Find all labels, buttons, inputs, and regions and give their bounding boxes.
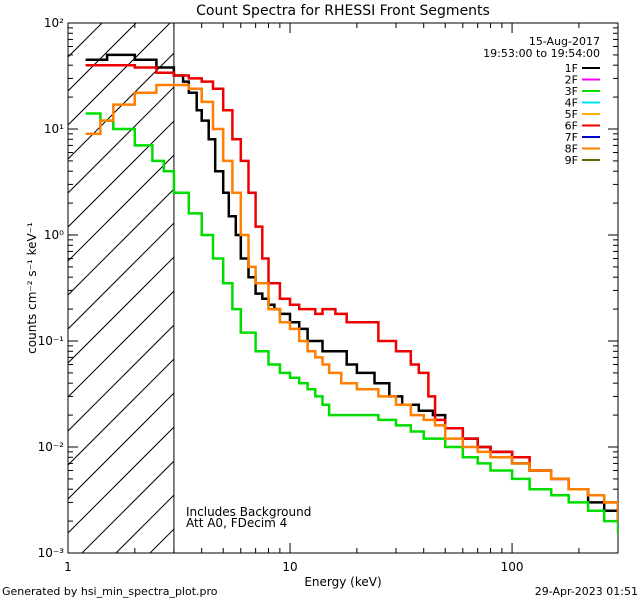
excluded-energy-region [68,23,618,553]
y-tick-label: 10⁻³ [38,546,65,560]
series-lines [85,53,618,535]
legend-label: 1F [565,62,578,75]
x-tick-label: 100 [501,560,524,574]
legend-label: 5F [565,108,578,121]
hatch-line [68,23,103,58]
hatch-line [68,23,205,160]
legend-label: 6F [565,120,578,133]
y-tick-label: 10⁰ [44,228,64,242]
generation-timestamp: 29-Apr-2023 01:51 [535,585,638,598]
y-tick-label: 10² [44,16,64,30]
series-line-3f [85,112,618,535]
y-tick-label: 10¹ [44,122,64,136]
time-range-label: 19:53:00 to 19:54:00 [483,47,600,60]
axis-ticks [67,22,619,554]
x-axis-label: Energy (keV) [304,575,381,589]
hatch-line [68,23,239,194]
y-tick-label: 10⁻¹ [38,334,65,348]
y-axis-label: counts cm⁻² s⁻¹ keV⁻¹ [25,222,39,354]
generator-credit: Generated by hsi_min_spectra_plot.pro [2,585,218,598]
y-tick-label: 10⁻² [38,440,65,454]
x-tick-labels: 1 10 100 [64,560,523,574]
legend-label: 3F [565,85,578,98]
hatch-mask [173,23,618,553]
series-line-6f [85,63,618,511]
legend-label: 2F [565,74,578,87]
y-tick-labels: 10⁻³ 10⁻² 10⁻¹ 10⁰ 10¹ 10² [38,16,65,560]
legend-label: 8F [565,143,578,156]
annotation-attenuator: Att A0, FDecim 4 [186,516,287,530]
date-label: 15-Aug-2017 [529,35,600,48]
plot-frame [67,22,619,554]
chart-title: Count Spectra for RHESSI Front Segments [196,3,490,19]
series-line-8f [85,83,618,522]
x-tick-label: 1 [64,560,72,574]
hatch-line [68,23,171,126]
legend-label: 9F [565,154,578,167]
annotation-background: Includes Background [186,505,311,519]
x-tick-label: 10 [282,560,297,574]
legend-label: 7F [565,131,578,144]
legend-label: 4F [565,97,578,110]
